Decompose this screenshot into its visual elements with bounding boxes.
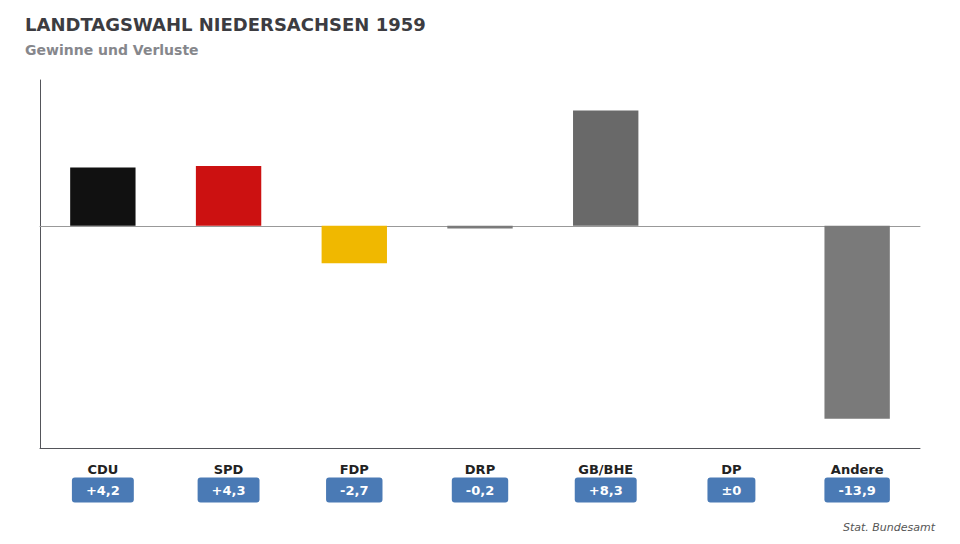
- svg-text:-2,7: -2,7: [340, 483, 368, 498]
- svg-text:+4,2: +4,2: [86, 483, 120, 498]
- svg-text:LANDTAGSWAHL NIEDERSACHSEN 195: LANDTAGSWAHL NIEDERSACHSEN 1959: [25, 14, 426, 35]
- svg-text:-0,2: -0,2: [466, 483, 494, 498]
- svg-text:DP: DP: [721, 462, 741, 477]
- svg-text:±0: ±0: [721, 483, 741, 498]
- svg-text:FDP: FDP: [340, 462, 369, 477]
- svg-text:CDU: CDU: [87, 462, 118, 477]
- svg-text:GB/BHE: GB/BHE: [578, 462, 633, 477]
- svg-text:Andere: Andere: [831, 462, 884, 477]
- svg-text:-13,9: -13,9: [838, 483, 875, 498]
- svg-text:Stat. Bundesamt: Stat. Bundesamt: [843, 521, 936, 534]
- svg-text:Gewinne und Verluste: Gewinne und Verluste: [25, 42, 199, 58]
- svg-text:SPD: SPD: [214, 462, 244, 477]
- svg-text:+4,3: +4,3: [212, 483, 246, 498]
- svg-text:+8,3: +8,3: [589, 483, 623, 498]
- svg-text:DRP: DRP: [465, 462, 495, 477]
